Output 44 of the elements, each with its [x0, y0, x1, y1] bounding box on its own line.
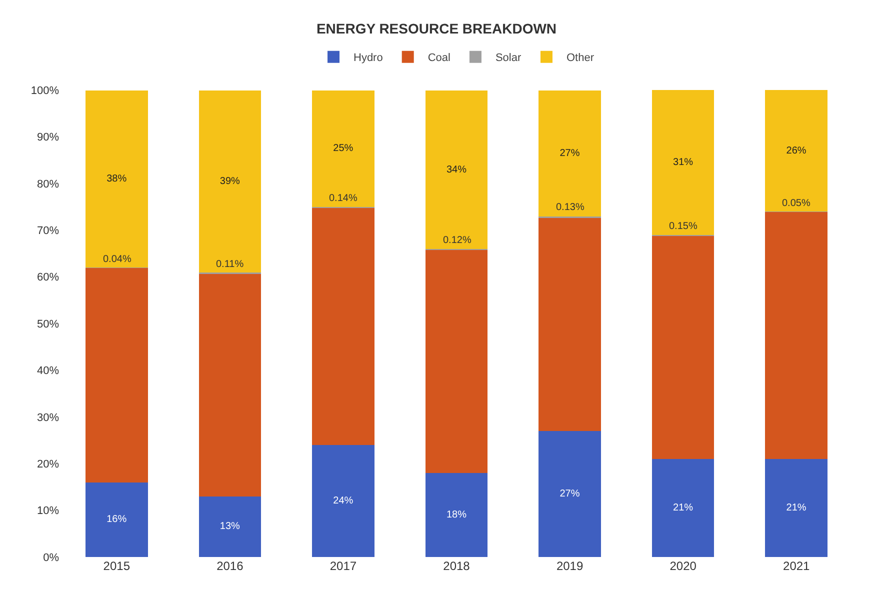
- data-label: 13%: [220, 521, 240, 532]
- data-label: 0.12%: [443, 235, 472, 246]
- data-label: 34%: [446, 164, 467, 176]
- legend-label: Coal: [428, 52, 450, 64]
- data-label: 0.04%: [103, 254, 132, 265]
- data-label: 0.05%: [782, 198, 810, 209]
- data-label: 26%: [786, 145, 806, 156]
- data-label: 0.13%: [556, 202, 584, 213]
- legend-label: Solar: [495, 52, 522, 64]
- data-label: 25%: [333, 143, 354, 154]
- legend-label: Hydro: [354, 52, 383, 64]
- y-tick-label: 60%: [36, 272, 60, 284]
- chart-title: ENERGY RESOURCE BREAKDOWN: [316, 20, 557, 37]
- data-label: 0.15%: [669, 221, 698, 232]
- y-tick-label: 80%: [36, 178, 60, 190]
- y-tick-label: 20%: [36, 458, 60, 470]
- y-tick-label: 100%: [30, 84, 60, 97]
- data-label: 18%: [446, 509, 467, 520]
- data-label: 38%: [106, 174, 127, 185]
- y-tick-label: 0%: [43, 552, 60, 564]
- data-label: 21%: [673, 502, 694, 514]
- legend-label: Other: [566, 52, 594, 64]
- y-tick-label: 70%: [36, 224, 60, 237]
- y-tick-label: 50%: [36, 318, 60, 330]
- data-label: 21%: [786, 502, 806, 514]
- y-tick-label: 40%: [36, 365, 60, 378]
- data-label: 16%: [106, 514, 127, 526]
- x-tick-label: 2021: [783, 559, 810, 573]
- x-tick-label: 2018: [443, 559, 470, 573]
- y-tick-label: 10%: [36, 505, 60, 518]
- data-label: 39%: [220, 176, 240, 187]
- x-tick-label: 2016: [216, 559, 244, 573]
- y-tick-label: 90%: [36, 132, 60, 144]
- data-label: 0.11%: [216, 259, 244, 270]
- y-tick-label: 30%: [36, 412, 60, 424]
- x-tick-label: 2020: [670, 559, 697, 573]
- x-tick-label: 2015: [103, 559, 130, 573]
- data-label: 24%: [333, 495, 354, 506]
- data-label: 31%: [673, 157, 694, 168]
- data-label: 27%: [560, 488, 580, 500]
- x-tick-label: 2019: [556, 559, 584, 573]
- data-label: 0.14%: [329, 193, 358, 204]
- x-tick-label: 2017: [330, 559, 357, 573]
- data-label: 27%: [560, 148, 580, 159]
